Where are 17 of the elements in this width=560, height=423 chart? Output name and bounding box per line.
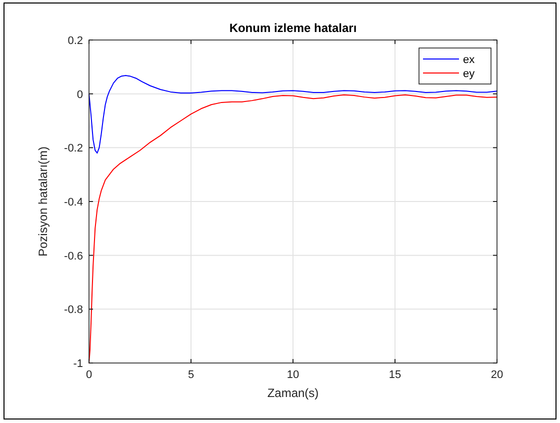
y-tick-label: 0 [76,88,83,101]
legend-label: ey [463,68,476,80]
y-tick-label: 0.2 [68,35,83,47]
y-axis-title: Pozisyon hataları(m) [36,146,50,257]
x-tick-label: 20 [490,369,504,381]
x-tick-label: 15 [388,369,402,381]
y-tick-label: -0.2 [64,142,83,155]
x-tick-label: 5 [188,369,194,381]
x-tick-label: 10 [286,369,300,381]
y-tick-label: -0.8 [64,304,83,316]
y-tick-label: -0.4 [64,196,83,208]
chart-title: Konum izleme hataları [229,21,357,35]
legend-label: ex [463,54,476,66]
x-axis-title: Zaman(s) [267,386,319,400]
y-tick-label: -1 [73,358,83,370]
y-tick-label: -0.6 [64,250,83,262]
x-tick-label: 0 [86,369,92,381]
